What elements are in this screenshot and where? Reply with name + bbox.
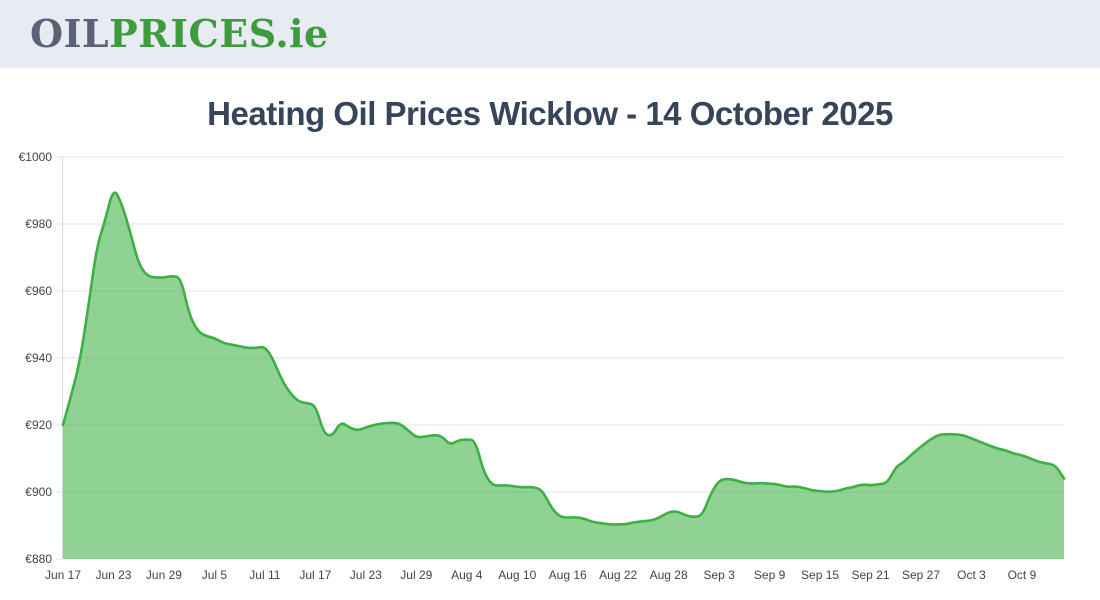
x-tick-label: Sep 27 [902, 568, 940, 582]
x-tick-label: Sep 21 [852, 568, 890, 582]
y-tick-label: €920 [25, 418, 52, 432]
header-bar: OILPRICES.ie [0, 0, 1100, 68]
logo-text-prices: PRICES [109, 11, 276, 56]
x-tick-label: Oct 3 [957, 568, 986, 582]
x-tick-label: Jul 23 [350, 568, 382, 582]
x-tick-label: Sep 3 [703, 568, 735, 582]
y-tick-label: €940 [25, 351, 52, 365]
x-tick-label: Aug 28 [650, 568, 688, 582]
x-tick-label: Jun 23 [95, 568, 131, 582]
x-tick-label: Jul 29 [400, 568, 432, 582]
x-tick-label: Aug 16 [549, 568, 587, 582]
x-tick-label: Jun 17 [45, 568, 81, 582]
x-tick-label: Aug 10 [498, 568, 536, 582]
page-title: Heating Oil Prices Wicklow - 14 October … [207, 95, 893, 132]
x-tick-label: Jul 5 [202, 568, 228, 582]
y-tick-label: €900 [25, 485, 52, 499]
x-tick-label: Oct 9 [1008, 568, 1037, 582]
y-tick-label: €980 [25, 217, 52, 231]
price-area [63, 192, 1064, 559]
y-tick-label: €1000 [19, 150, 53, 164]
price-chart: €1000 €980 €960 €940 €920 €900 €880 Jun 17 Jun 2… [0, 145, 1100, 600]
x-tick-label: Aug 22 [599, 568, 637, 582]
logo-text-oil: OIL [30, 11, 110, 56]
x-tick-label: Jul 11 [249, 568, 280, 582]
chart-canvas[interactable]: €1000 €980 €960 €940 €920 €900 €880 Jun 17 Jun 2… [0, 145, 1100, 600]
x-tick-label: Sep 9 [754, 568, 786, 582]
x-tick-label: Jul 17 [299, 568, 331, 582]
price-line [61, 191, 1066, 526]
site-logo[interactable]: OILPRICES.ie [30, 15, 329, 53]
y-tick-label: €960 [25, 284, 52, 298]
logo-text-ie: .ie [275, 11, 329, 56]
x-tick-label: Jun 29 [146, 568, 182, 582]
x-tick-label: Aug 4 [451, 568, 483, 582]
x-tick-label: Sep 15 [801, 568, 839, 582]
y-tick-label: €880 [25, 552, 52, 566]
